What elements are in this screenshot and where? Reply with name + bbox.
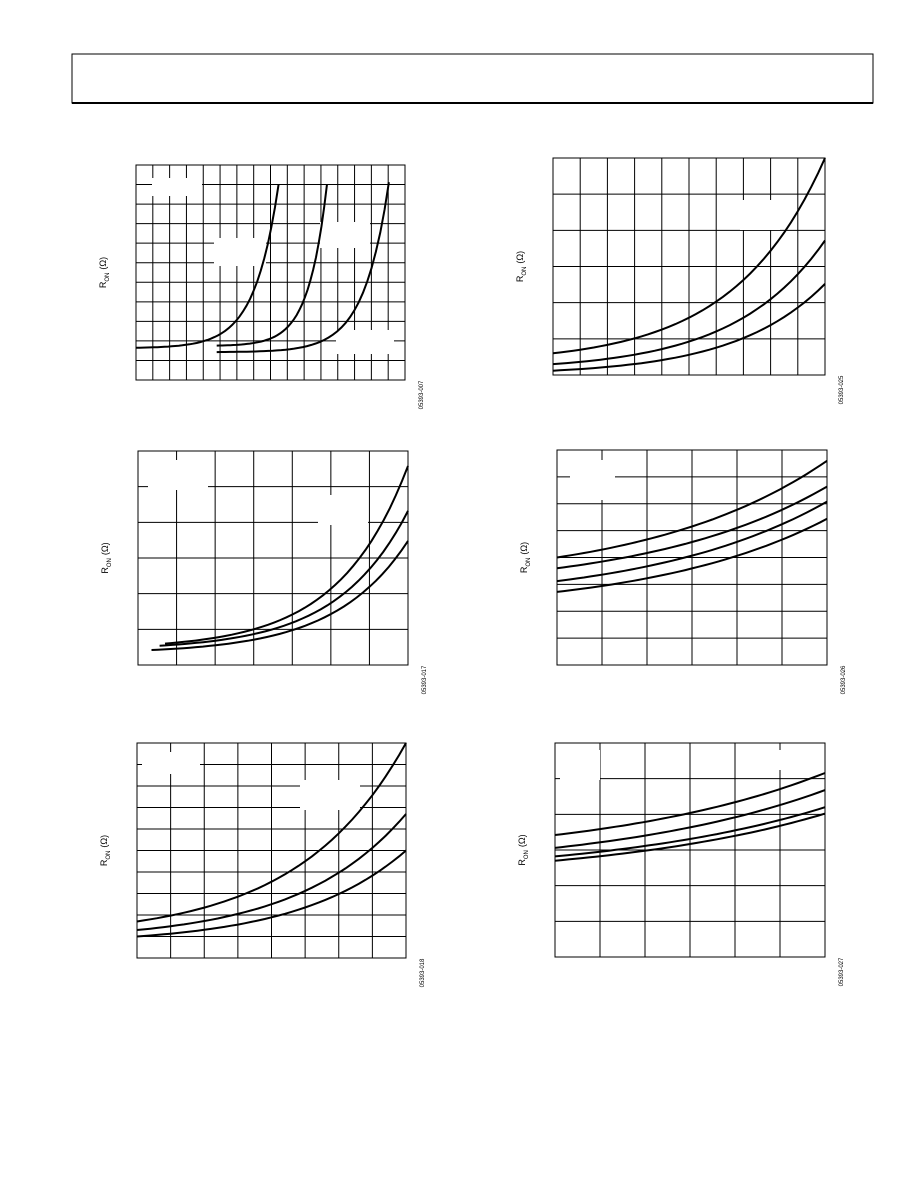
figure-code: 05393-018 (420, 958, 426, 987)
header-box (71, 53, 874, 104)
y-label-unit: (Ω) (99, 835, 109, 848)
curve (556, 517, 828, 593)
curve (164, 465, 409, 645)
y-label-sub: ON (526, 558, 532, 567)
y-label-main: R (519, 566, 529, 573)
y-axis-label: RON (Ω) (517, 834, 530, 865)
figure: RON (Ω) 05393-017 (100, 450, 428, 694)
legend-blank (214, 238, 266, 266)
y-label-sub: ON (107, 558, 113, 567)
curve (136, 849, 407, 938)
curve (216, 182, 390, 354)
legend-blank (740, 750, 790, 770)
curve (135, 184, 280, 349)
y-label-main: R (515, 275, 525, 282)
figure: RON (Ω) 05393-007 (98, 164, 425, 409)
y-label-main: R (517, 859, 527, 866)
curve (151, 540, 409, 651)
figure-code: 05393-025 (839, 375, 845, 404)
curve (552, 239, 826, 366)
y-label-main: R (100, 567, 110, 574)
curve (552, 283, 826, 372)
figure-code: 05393-017 (422, 665, 428, 694)
legend-blank (152, 178, 202, 196)
figure-code: 05393-007 (419, 380, 425, 409)
figure: RON (Ω) 05393-027 (517, 742, 845, 986)
curve (216, 184, 328, 347)
legend-blank (320, 222, 370, 248)
curve (556, 500, 828, 583)
y-label-sub: ON (105, 273, 111, 282)
figure: RON (Ω) 05393-018 (99, 742, 426, 987)
legend-blank (570, 460, 615, 500)
y-label-sub: ON (106, 851, 112, 860)
legend-blank (300, 780, 360, 810)
y-label-main: R (99, 859, 109, 866)
curve (552, 157, 826, 355)
legend-blank (318, 495, 368, 525)
y-label-unit: (Ω) (517, 834, 527, 847)
y-axis-label: RON (Ω) (98, 257, 111, 288)
plot-frame (552, 157, 826, 376)
y-axis-label: RON (Ω) (99, 835, 112, 866)
y-label-unit: (Ω) (100, 542, 110, 555)
curve (554, 789, 826, 849)
curve (136, 813, 407, 931)
figure-code: 05393-026 (841, 665, 847, 694)
plot-frame (135, 164, 406, 381)
legend-blank (740, 200, 780, 230)
y-label-sub: ON (524, 850, 530, 859)
legend-blank (336, 330, 394, 354)
y-axis-label: RON (Ω) (515, 251, 528, 282)
figure: RON (Ω) 05393-025 (515, 157, 845, 404)
figure: RON (Ω) 05393-026 (519, 449, 847, 694)
legend-blank (560, 750, 600, 780)
curve (136, 742, 407, 923)
y-axis-label: RON (Ω) (519, 542, 532, 573)
curve (556, 459, 828, 559)
curve (556, 485, 828, 570)
curve (554, 812, 826, 862)
y-label-sub: ON (522, 267, 528, 276)
curve (159, 510, 409, 647)
legend-blank (148, 460, 208, 490)
curve (554, 772, 826, 836)
figure-code: 05393-027 (839, 957, 845, 986)
y-label-unit: (Ω) (515, 251, 525, 264)
legend-blank (142, 752, 200, 774)
plot-frame (137, 450, 409, 666)
y-axis-label: RON (Ω) (100, 542, 113, 573)
y-label-main: R (98, 281, 108, 288)
plot-frame (554, 742, 826, 958)
curve (554, 806, 826, 858)
y-label-unit: (Ω) (98, 257, 108, 270)
y-label-unit: (Ω) (519, 542, 529, 555)
